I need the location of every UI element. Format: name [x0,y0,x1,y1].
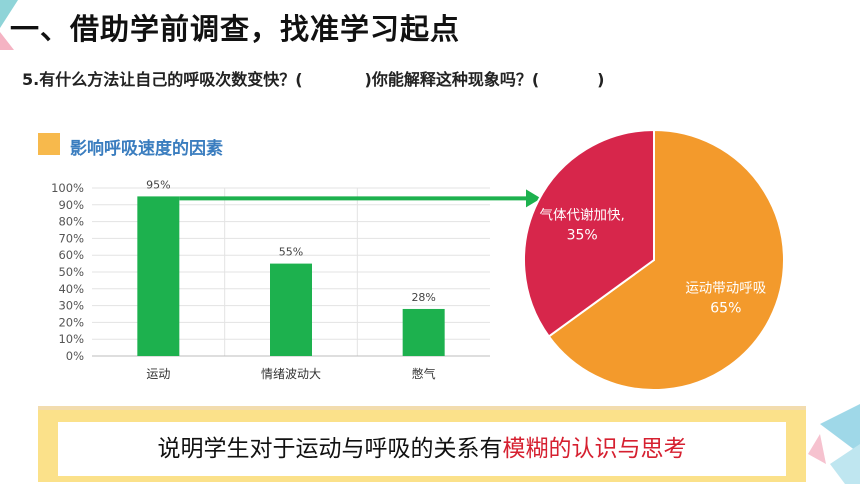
corner-decoration-bottom-right [808,404,860,484]
chart-title: 影响呼吸速度的因素 [70,139,223,159]
pie-slice-label: 气体代谢加快, [540,207,625,223]
corner-decoration-top-left [0,0,18,50]
pie-slice-percent: 65% [710,301,741,317]
y-tick-label: 100% [51,181,84,195]
x-tick-label: 憋气 [412,366,436,381]
bar-data-label: 28% [411,291,435,304]
bar [402,308,445,356]
x-tick-label: 情绪波动大 [261,367,321,381]
page-title: 一、借助学前调查，找准学习起点 [10,12,461,46]
pie-slice [547,128,785,391]
conclusion-normal-text: 说明学生对于运动与呼吸的关系有 [157,436,503,462]
bar-data-label: 95% [146,178,170,191]
y-tick-label: 30% [58,299,84,313]
conclusion-text: 说明学生对于运动与呼吸的关系有模糊的认识与思考 [58,422,786,476]
y-tick-label: 40% [58,282,84,296]
y-tick-label: 50% [58,265,84,279]
y-tick-label: 60% [58,248,84,262]
bar [270,263,312,356]
y-tick-label: 90% [58,198,84,212]
pie-slice-label: 运动带动呼吸 [685,281,766,297]
x-tick-label: 运动 [146,367,170,381]
chart-title-marker [38,133,60,155]
pie-slice [523,128,655,338]
conclusion-box [58,422,786,476]
y-tick-label: 20% [58,315,84,329]
survey-question: 5.有什么方法让自己的呼吸次数变快？( )你能解释这种现象吗？() [22,66,604,90]
bar [137,196,180,356]
y-tick-label: 0% [66,349,84,363]
question-part-2: )你能解释这种现象吗？( [364,70,540,89]
arrow-head [526,189,541,208]
y-tick-label: 10% [58,332,84,346]
conclusion-highlight-text: 模糊的认识与思考 [502,436,687,462]
pie-slice-percent: 35% [567,227,598,243]
y-tick-label: 70% [58,231,84,245]
question-part-1: 5.有什么方法让自己的呼吸次数变快？( [22,70,303,89]
y-tick-label: 80% [58,215,84,229]
question-part-3: ) [597,70,605,89]
bar-data-label: 55% [279,246,303,259]
